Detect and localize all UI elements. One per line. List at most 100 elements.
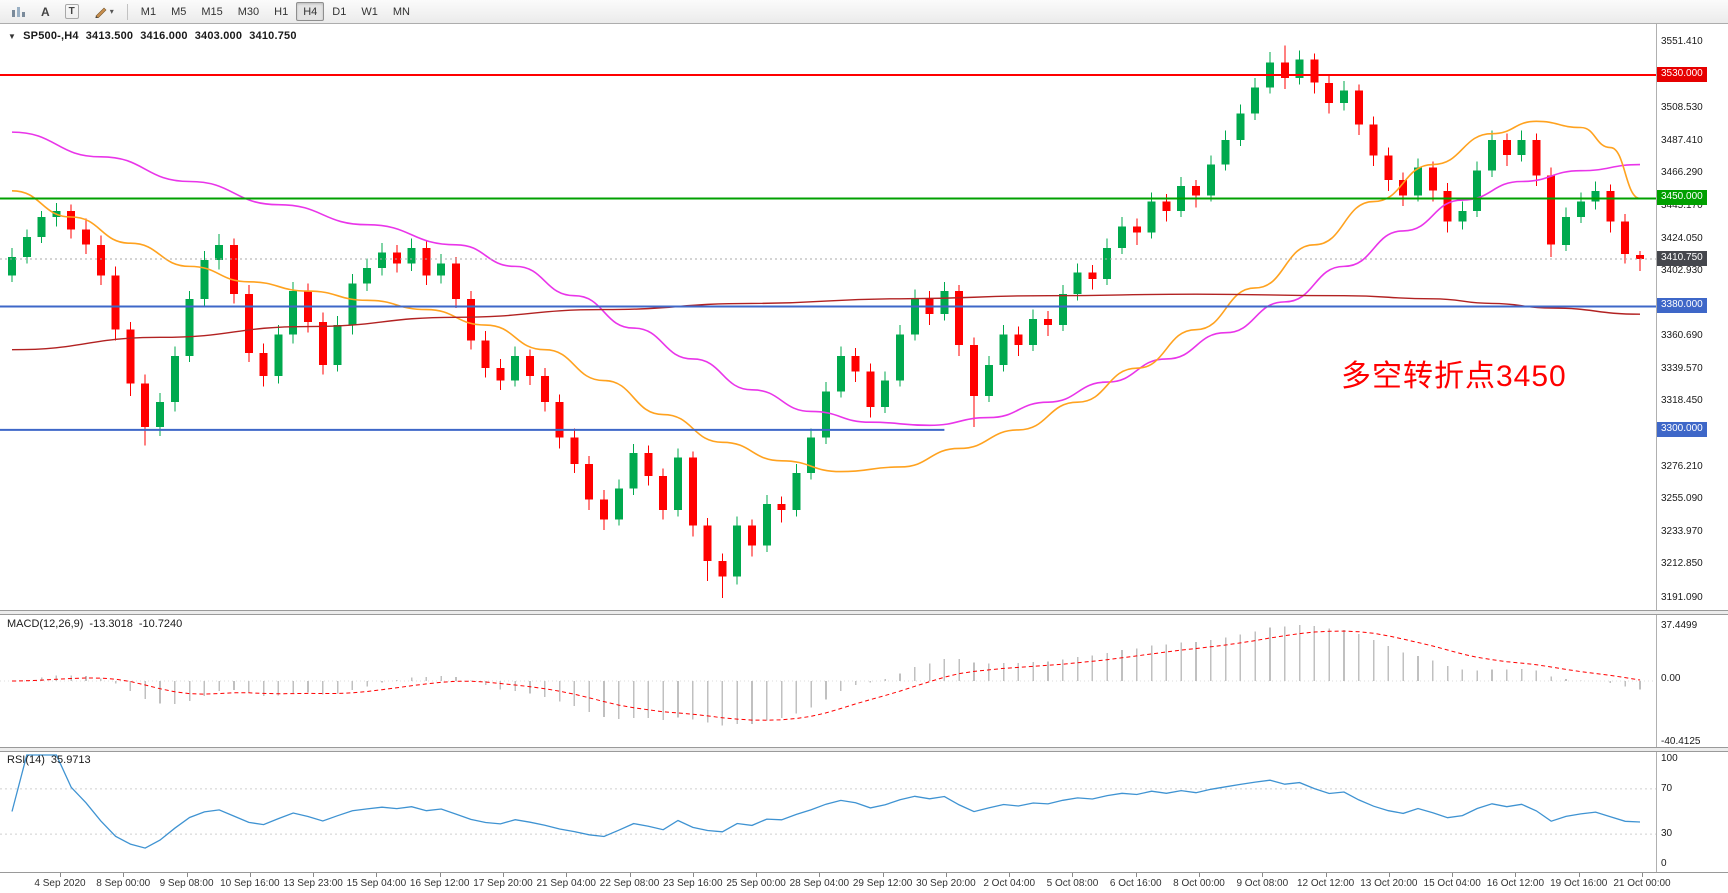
candle — [333, 315, 342, 372]
macd-axis-label: 0.00 — [1661, 673, 1681, 684]
price-tick-label: 3191.090 — [1661, 592, 1703, 603]
rsi-value: 35.9713 — [50, 754, 91, 766]
candle — [1562, 207, 1570, 251]
time-label: 29 Sep 12:00 — [852, 878, 913, 889]
candle — [452, 257, 460, 308]
price-badge-current-price: 3410.750 — [1657, 251, 1707, 267]
candle — [200, 250, 209, 307]
macd-axis-label: 37.4499 — [1661, 620, 1698, 631]
text-tool-button[interactable]: T — [58, 2, 86, 21]
macd-value-main: -13.3018 — [89, 618, 133, 630]
time-label: 25 Sep 00:00 — [726, 878, 786, 889]
candle — [82, 218, 90, 254]
candle — [674, 448, 682, 517]
time-tick — [1072, 873, 1074, 877]
candle — [570, 428, 579, 474]
timeframe-button-w1[interactable]: W1 — [361, 5, 378, 18]
chart-window-button[interactable] — [4, 2, 33, 21]
panel-splitter[interactable] — [0, 610, 1728, 615]
candle — [1384, 147, 1393, 191]
candle — [170, 346, 179, 412]
time-tick — [1325, 873, 1327, 877]
dropdown-arrow-icon: ▾ — [109, 7, 114, 16]
price-tick-label: 3402.930 — [1661, 265, 1703, 277]
candle — [1443, 183, 1452, 233]
candle — [1547, 167, 1556, 258]
candle — [37, 210, 46, 244]
candle — [910, 289, 919, 341]
candle — [1636, 250, 1644, 271]
quote-high: 3416.000 — [140, 30, 188, 42]
timeframe-button-d1[interactable]: D1 — [332, 5, 347, 18]
time-tick — [1642, 873, 1643, 877]
price-badge-resistance-3530: 3530.000 — [1657, 67, 1707, 83]
time-tick — [692, 873, 694, 877]
candle — [1280, 45, 1289, 89]
candle — [733, 516, 742, 585]
timeframe-button-m5[interactable]: M5 — [171, 5, 187, 18]
candle — [67, 204, 76, 239]
rsi-line — [11, 754, 1641, 849]
price-tick-label: 3233.970 — [1661, 525, 1703, 537]
text-tool-icon: T — [64, 4, 79, 19]
price-tick-label: 3255.090 — [1661, 493, 1703, 505]
panel-splitter[interactable] — [0, 747, 1728, 752]
candle — [1044, 311, 1052, 336]
price-badge-support-3300: 3300.000 — [1657, 421, 1707, 437]
candle — [1266, 51, 1274, 94]
candle — [1606, 184, 1615, 233]
price-badge-support-3380: 3380.000 — [1657, 298, 1707, 314]
timeframe-button-m1[interactable]: M1 — [140, 5, 157, 18]
candle — [407, 238, 416, 271]
time-label: 8 Oct 00:00 — [1173, 878, 1225, 889]
timeframe-button-h1[interactable]: H1 — [274, 5, 289, 18]
candle — [1236, 104, 1245, 146]
candle — [1295, 50, 1304, 85]
price-tick-label: 3466.290 — [1661, 167, 1703, 179]
candle — [318, 312, 327, 375]
candle — [984, 355, 993, 403]
candle — [999, 325, 1008, 372]
candle — [1029, 309, 1038, 352]
price-chart-canvas[interactable] — [0, 25, 1728, 612]
macd-panel-canvas[interactable] — [0, 615, 1728, 748]
candle — [289, 281, 298, 344]
candle — [1118, 217, 1126, 254]
candle — [1621, 213, 1630, 264]
timeframe-button-m15[interactable]: M15 — [201, 5, 223, 18]
candle — [1251, 78, 1260, 120]
time-label: 9 Sep 08:00 — [159, 878, 214, 889]
candle — [1221, 130, 1230, 171]
candle — [866, 363, 875, 418]
candle — [600, 490, 608, 531]
candle — [718, 553, 727, 599]
rsi-axis-label: 0 — [1661, 858, 1667, 869]
candle — [1591, 181, 1600, 210]
candle — [851, 348, 860, 383]
draw-tools-button[interactable]: ▾ — [87, 2, 121, 21]
time-label: 23 Sep 16:00 — [663, 878, 723, 889]
time-label: 30 Sep 20:00 — [916, 878, 976, 889]
timeframe-button-mn[interactable]: MN — [392, 5, 410, 18]
time-axis: 4 Sep 2020 8 Sep 00:00 9 Sep 08:00 10 Sep 1… — [0, 873, 1728, 893]
time-tick — [566, 873, 568, 877]
timeframe-button-m30[interactable]: M30 — [237, 5, 260, 18]
time-tick — [313, 873, 315, 877]
candle — [1532, 133, 1541, 187]
price-tick-label: 3551.410 — [1661, 36, 1703, 47]
quote-symbol: SP500-,H4 — [23, 30, 79, 42]
candle — [274, 325, 283, 384]
candle — [614, 479, 623, 526]
timeframe-button-h4[interactable]: H4 — [296, 2, 325, 21]
time-label: 12 Oct 12:00 — [1296, 878, 1355, 889]
candle — [955, 284, 964, 356]
time-tick — [882, 873, 884, 877]
candle — [1488, 130, 1496, 177]
font-tool-button[interactable]: A — [34, 2, 57, 21]
rsi-panel-canvas[interactable] — [0, 752, 1728, 872]
candle — [8, 247, 16, 282]
quote-line: ▼ SP500-,H4 3413.500 3416.000 3403.000 3… — [8, 30, 297, 42]
candle — [22, 229, 31, 264]
candle — [748, 519, 756, 557]
candle — [185, 291, 194, 362]
